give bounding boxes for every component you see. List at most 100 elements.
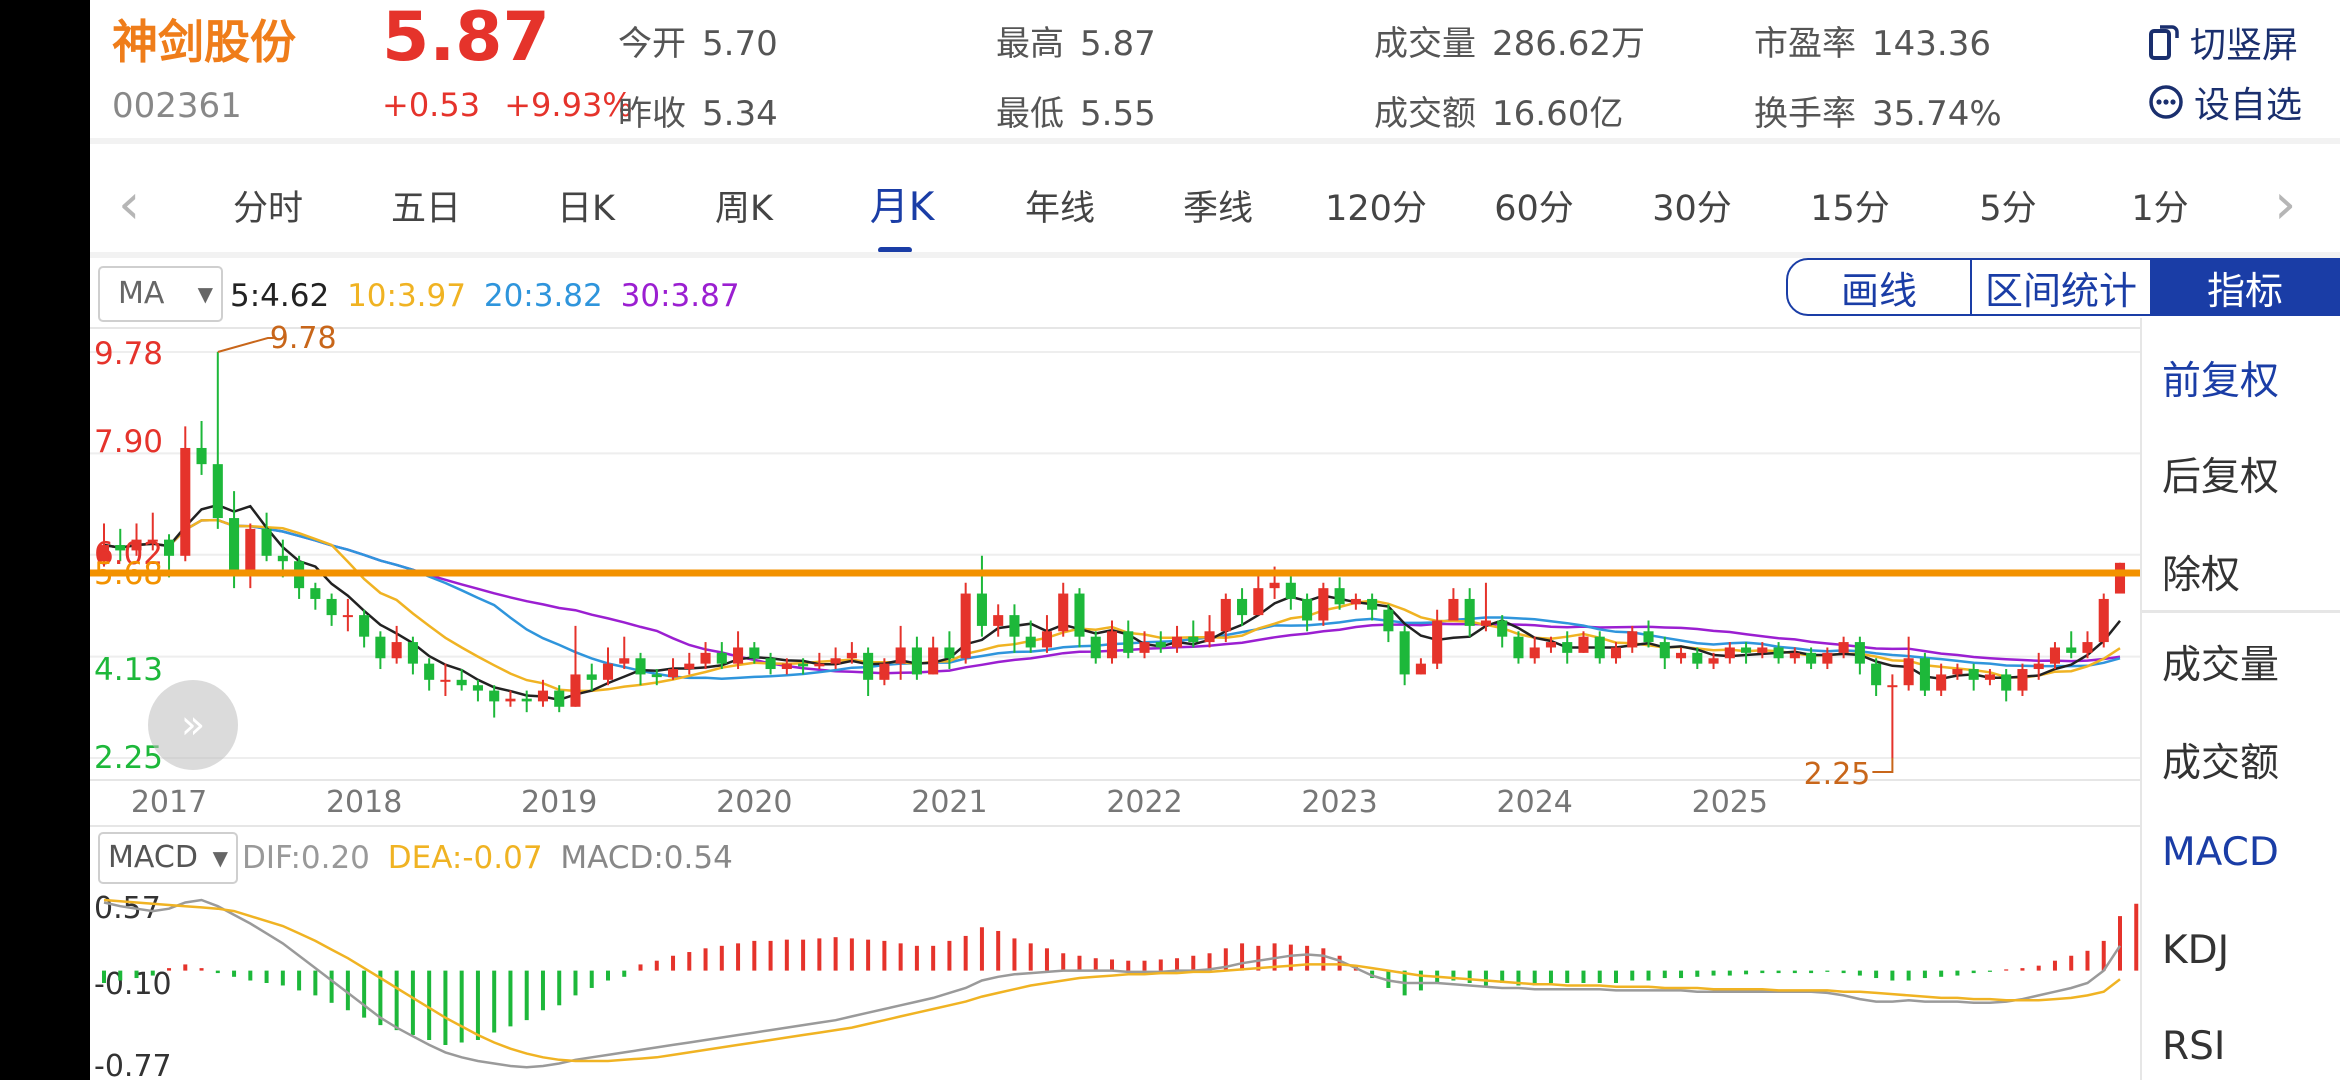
indicator-button[interactable]: 指标 bbox=[2150, 258, 2340, 316]
candle-body bbox=[1757, 647, 1768, 653]
tab-quarter[interactable]: 季线 bbox=[1182, 189, 1254, 229]
candle-body bbox=[1285, 582, 1296, 599]
quote-volume: 成交量 286.62万 bbox=[1374, 16, 1645, 65]
candle-body bbox=[1789, 652, 1800, 659]
ma-select-label: MA bbox=[118, 276, 165, 311]
candle-body bbox=[407, 642, 418, 664]
tab-60min[interactable]: 60分 bbox=[1494, 189, 1574, 229]
moving-average-lines bbox=[103, 503, 2121, 702]
candle-body bbox=[375, 636, 386, 659]
high-label: 最高 bbox=[996, 24, 1064, 64]
quote-header: 神剑股份 002361 5.87 +0.53 +9.93% 今开 5.70 昨收 5… bbox=[90, 0, 2340, 140]
double-chevron-right-icon: » bbox=[180, 702, 206, 748]
side-item-rsi[interactable]: RSI bbox=[2162, 1024, 2226, 1069]
candle-body bbox=[2033, 663, 2044, 670]
candle-body bbox=[1936, 674, 1947, 691]
kline-chart[interactable]: 9.78 7.90 6.025.68 4.13 2.25 2017 2018 2019 202… bbox=[90, 0, 2140, 1080]
tab-1min[interactable]: 1分 bbox=[2131, 189, 2189, 229]
tabs-right-arrow-icon[interactable]: › bbox=[2274, 172, 2297, 237]
side-item-ex-rights[interactable]: 除权 bbox=[2162, 553, 2241, 598]
quote-amount: 成交额 16.60亿 bbox=[1374, 86, 1623, 135]
candle-body bbox=[1025, 636, 1036, 648]
candle-body bbox=[391, 642, 402, 659]
stock-code: 002361 bbox=[112, 86, 242, 126]
side-item-amount[interactable]: 成交额 bbox=[2162, 741, 2280, 786]
price-axis-label: 6.02 bbox=[94, 536, 163, 572]
candle-body bbox=[1871, 663, 1882, 686]
portrait-toggle-button[interactable]: 切竖屏 bbox=[2148, 16, 2298, 68]
side-item-kdj[interactable]: KDJ bbox=[2162, 928, 2230, 973]
tabs-divider bbox=[90, 252, 2340, 258]
candle-body bbox=[472, 685, 483, 691]
tab-week-k[interactable]: 周K bbox=[715, 189, 773, 229]
quote-prev-close: 昨收 5.34 bbox=[618, 86, 778, 135]
candle-body bbox=[1919, 658, 1930, 691]
tab-intraday[interactable]: 分时 bbox=[232, 189, 304, 229]
side-item-forward-adjust[interactable]: 前复权 bbox=[2162, 359, 2280, 404]
turnover-label: 换手率 bbox=[1754, 94, 1856, 134]
macd-indicator-select[interactable]: MACD ▼ bbox=[98, 832, 238, 884]
tab-15min[interactable]: 15分 bbox=[1810, 189, 1890, 229]
candle-body bbox=[1887, 685, 1898, 688]
quote-turnover: 换手率 35.74% bbox=[1754, 86, 2002, 135]
tab-120min[interactable]: 120分 bbox=[1325, 189, 1427, 229]
candle-body bbox=[976, 593, 987, 626]
ma-indicator-select[interactable]: MA ▼ bbox=[98, 266, 223, 322]
ma-values: 5:4.62 10:3.97 20:3.82 30:3.87 bbox=[230, 278, 740, 314]
period-tabs: ‹ 分时 五日 日K 周K 月K 年线 季线 120分 60分 30分 15分 … bbox=[90, 150, 2340, 253]
side-item-macd[interactable]: MACD bbox=[2162, 830, 2279, 875]
candle-body bbox=[1204, 631, 1215, 643]
candle-body bbox=[359, 615, 370, 637]
candle-body bbox=[1562, 642, 1573, 653]
tab-5min[interactable]: 5分 bbox=[1979, 189, 2037, 229]
candle-body bbox=[960, 593, 971, 659]
candle-body bbox=[635, 658, 646, 675]
tab-five-day[interactable]: 五日 bbox=[390, 189, 462, 229]
tab-day-k[interactable]: 日K bbox=[557, 189, 615, 229]
candle-body bbox=[229, 518, 240, 572]
candle-body bbox=[814, 663, 825, 667]
candle-body bbox=[2001, 674, 2012, 691]
pe-label: 市盈率 bbox=[1754, 24, 1856, 64]
candle-body bbox=[716, 652, 727, 664]
macd-value: MACD:0.54 bbox=[560, 840, 733, 876]
candle-body bbox=[1334, 588, 1345, 605]
candle-body bbox=[537, 690, 549, 702]
extreme-annotations: 9.78 2.25 bbox=[217, 321, 1894, 792]
candle-body bbox=[489, 690, 500, 702]
tab-month-k[interactable]: 月K bbox=[869, 185, 935, 230]
tabs-left-arrow-icon[interactable]: ‹ bbox=[118, 172, 141, 237]
turnover-value: 35.74% bbox=[1872, 94, 2002, 134]
price-axis-label: 9.78 bbox=[94, 336, 163, 372]
candle-body bbox=[245, 528, 256, 572]
candle-body bbox=[993, 615, 1004, 626]
price-change: +0.53 +9.93% bbox=[382, 86, 633, 124]
candle-body bbox=[1773, 647, 1784, 659]
side-item-volume[interactable]: 成交量 bbox=[2162, 643, 2280, 688]
candle-body bbox=[440, 679, 451, 682]
candle-body bbox=[911, 647, 922, 675]
candle-body bbox=[1806, 652, 1817, 664]
candle-body bbox=[1594, 636, 1605, 659]
min-annotation-label: 2.25 bbox=[1804, 757, 1871, 792]
candle-body bbox=[277, 555, 288, 562]
candle-body bbox=[326, 598, 337, 616]
prev-close-value: 5.34 bbox=[702, 94, 778, 134]
tab-year[interactable]: 年线 bbox=[1024, 189, 1096, 229]
macd-chart: 0.57-0.10-0.77 bbox=[94, 891, 2139, 1080]
candle-body bbox=[863, 652, 874, 680]
open-label: 今开 bbox=[618, 24, 686, 64]
candle-body bbox=[667, 669, 679, 678]
add-watchlist-button[interactable]: 设自选 bbox=[2148, 76, 2302, 128]
range-stat-button[interactable]: 区间统计 bbox=[1970, 258, 2152, 316]
candle-body bbox=[310, 588, 321, 599]
year-label: 2023 bbox=[1301, 785, 1377, 820]
year-label: 2020 bbox=[716, 785, 792, 820]
candle-body bbox=[554, 690, 565, 707]
side-item-backward-adjust[interactable]: 后复权 bbox=[2162, 455, 2280, 500]
tab-30min[interactable]: 30分 bbox=[1652, 189, 1732, 229]
candle-body bbox=[1659, 642, 1670, 659]
candle-body bbox=[1464, 598, 1475, 626]
macd-axis-label: -0.77 bbox=[94, 1049, 172, 1080]
expand-fab-button[interactable]: » bbox=[148, 680, 238, 770]
